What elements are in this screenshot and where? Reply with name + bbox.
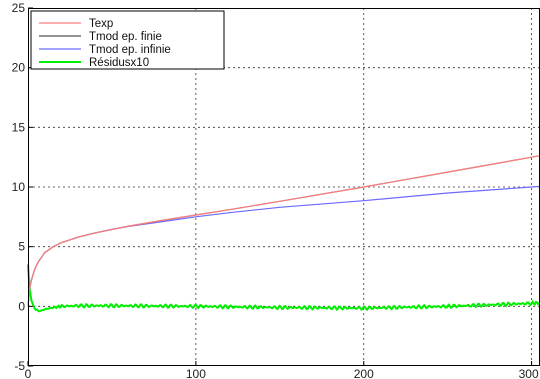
x-tick-label: 100 [186, 367, 206, 379]
series-line-texp [27, 155, 540, 307]
y-tick-label: 10 [12, 180, 26, 194]
legend-box [30, 10, 225, 70]
y-tick-label: 5 [18, 240, 25, 254]
series-line-r-sidusx10 [27, 264, 540, 313]
y-tick-label: -5 [14, 359, 25, 373]
y-tick-label: 15 [12, 120, 26, 134]
x-tick-label: 200 [354, 367, 374, 379]
y-tick-label: 20 [12, 61, 26, 75]
x-tick-label: 300 [519, 367, 539, 379]
legend-entry-label: Tmod ep. infinie [89, 44, 171, 56]
legend-entry-label: Tmod ep. finie [89, 31, 162, 43]
legend-entry-label: Texp [89, 18, 113, 30]
x-tick-label: 0 [25, 367, 32, 379]
legend-entry-label: Résidusx10 [89, 57, 149, 69]
series-group [27, 155, 540, 313]
y-tick-label: 0 [18, 299, 25, 313]
y-tick-label: 25 [12, 1, 26, 15]
